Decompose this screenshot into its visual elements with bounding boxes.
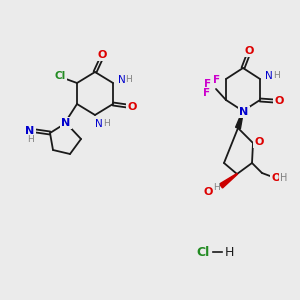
- Text: N: N: [61, 118, 70, 128]
- Text: N: N: [265, 71, 273, 81]
- Text: Cl: Cl: [54, 71, 66, 81]
- Text: F: F: [213, 75, 220, 85]
- Polygon shape: [236, 111, 244, 129]
- Polygon shape: [220, 174, 237, 188]
- Text: O: O: [127, 102, 137, 112]
- Text: O: O: [203, 187, 213, 197]
- Text: H: H: [126, 76, 132, 85]
- Text: H: H: [27, 134, 33, 143]
- Text: O: O: [254, 137, 264, 147]
- Text: N: N: [118, 75, 126, 85]
- Text: H: H: [224, 245, 234, 259]
- Text: H: H: [213, 182, 219, 191]
- Text: N: N: [95, 119, 103, 129]
- Text: N: N: [239, 107, 249, 117]
- Text: F: F: [204, 79, 211, 89]
- Text: O: O: [274, 96, 284, 106]
- Text: N: N: [26, 126, 34, 136]
- Text: O: O: [97, 50, 107, 60]
- Text: H: H: [280, 173, 288, 183]
- Text: F: F: [203, 88, 211, 98]
- Text: O: O: [244, 46, 254, 56]
- Text: H: H: [103, 119, 110, 128]
- Text: O: O: [271, 173, 281, 183]
- Text: H: H: [273, 71, 279, 80]
- Text: Cl: Cl: [196, 245, 210, 259]
